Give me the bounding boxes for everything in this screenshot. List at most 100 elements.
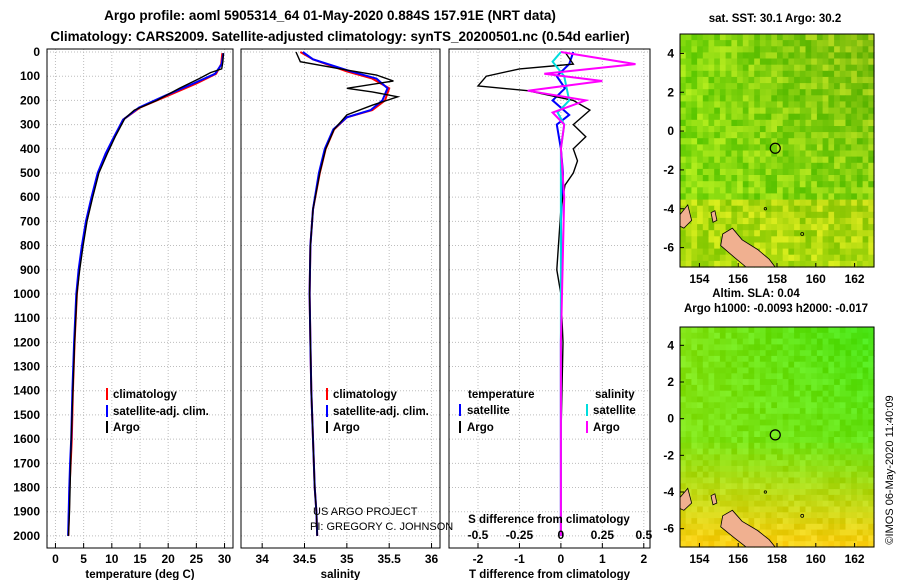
- sst-map-cell: [771, 187, 778, 194]
- sla-map-cell: [816, 512, 824, 519]
- sst-map-cell: [868, 46, 875, 53]
- sla-map-cell: [708, 506, 715, 513]
- sst-map-cell: [737, 144, 744, 152]
- sla-map-cell: [742, 373, 750, 380]
- sla-map-cell: [765, 344, 772, 351]
- sla-map-cell: [805, 529, 812, 536]
- sla-map-cell: [737, 512, 744, 519]
- sla-map-cell: [685, 390, 692, 398]
- sla-map-cell: [834, 471, 841, 479]
- sla-map-cell: [748, 460, 755, 467]
- sla-map-cell: [862, 518, 869, 525]
- sst-map-cell: [788, 187, 795, 194]
- sla-map-cell: [719, 483, 727, 490]
- sst-map-cell: [788, 95, 795, 102]
- sst-map-cell: [782, 230, 789, 237]
- depth-tick-label: 1000: [13, 287, 40, 301]
- sla-map-cell: [816, 477, 824, 484]
- sst-map-cell: [828, 101, 835, 109]
- sla-map-cell: [697, 483, 704, 490]
- sla-map-cell: [714, 518, 721, 525]
- sla-map-cell: [828, 437, 835, 444]
- sla-map-cell: [851, 338, 858, 345]
- sla-map-cell: [799, 437, 807, 444]
- sla-map-cell: [685, 442, 692, 450]
- sst-map-cell: [805, 83, 812, 90]
- sst-map-cell: [754, 70, 761, 78]
- sst-map-cell: [845, 211, 852, 219]
- sla-map-cell: [714, 408, 721, 415]
- sst-map-cell: [839, 248, 847, 256]
- sst-map-cell: [765, 76, 772, 84]
- sla-map-cell: [759, 332, 767, 340]
- sla-map-cell: [856, 512, 864, 519]
- sla-map-cell: [731, 396, 738, 403]
- sla-map-cell: [834, 344, 841, 351]
- sla-map-cell: [725, 332, 732, 340]
- sla-map-cell: [771, 413, 778, 421]
- sla-map-cell: [742, 454, 750, 461]
- sla-map-cell: [788, 483, 795, 490]
- temperature-legend-label: Argo: [113, 422, 140, 434]
- sla-map-cell: [828, 402, 835, 409]
- sla-map-cell: [788, 529, 795, 536]
- sla-map-cell: [782, 396, 789, 403]
- sla-map-cell: [742, 512, 750, 519]
- sst-map-cell: [691, 199, 698, 207]
- salinity-legend-label: Argo: [333, 422, 360, 434]
- sst-map-cell: [708, 162, 715, 170]
- sla-map-cell: [702, 355, 710, 363]
- sla-map-land: [720, 509, 776, 548]
- sst-map-cell: [697, 162, 704, 170]
- sst-map-cell: [862, 113, 869, 121]
- sst-map-cell: [851, 199, 858, 207]
- sla-map-cell: [714, 541, 721, 548]
- sst-map-cell: [794, 236, 801, 243]
- sst-map-cell: [702, 150, 710, 158]
- sst-map-cell: [765, 95, 772, 102]
- sla-map-cell: [834, 338, 841, 345]
- sla-map-cell: [708, 523, 715, 531]
- sst-map-cell: [851, 224, 858, 231]
- sst-map-cell: [811, 205, 818, 213]
- sla-map-cell: [794, 390, 801, 398]
- sla-map-cell: [856, 425, 864, 432]
- sla-map-cell: [708, 477, 715, 484]
- sla-map-cell: [788, 419, 795, 426]
- sla-map-cell: [822, 338, 829, 345]
- sst-map-cell: [742, 224, 750, 231]
- sla-map-cell: [731, 419, 738, 426]
- sst-map-cell: [856, 95, 864, 102]
- sst-map-cell: [868, 181, 875, 188]
- sst-map-cell: [822, 181, 829, 188]
- sst-map-cell: [816, 101, 824, 109]
- sst-map-cell: [680, 168, 687, 176]
- sst-map-ytick-label: 0: [667, 124, 674, 138]
- sst-map-cell: [737, 95, 744, 102]
- sst-map-cell: [719, 248, 727, 256]
- sla-map-cell: [742, 384, 750, 392]
- sst-map-cell: [777, 40, 784, 47]
- sla-map-cell: [680, 518, 687, 525]
- sst-map-cell: [828, 126, 835, 133]
- sla-map-cell: [811, 355, 818, 363]
- sst-map-cell: [742, 64, 750, 72]
- sst-map-cell: [708, 248, 715, 256]
- sla-map-cell: [828, 344, 835, 351]
- sst-map-cell: [748, 76, 755, 84]
- sla-map-xtick-label: 158: [767, 552, 787, 566]
- sla-map-cell: [856, 541, 864, 548]
- sla-map-cell: [828, 489, 835, 496]
- sla-map-cell: [759, 471, 767, 479]
- sla-map-cell: [822, 367, 829, 374]
- sla-map-cell: [691, 379, 698, 386]
- sla-map-cell: [816, 460, 824, 467]
- sst-map-cell: [828, 113, 835, 121]
- sla-map-cell: [788, 518, 795, 525]
- sla-map-cell: [737, 489, 744, 496]
- sla-map-cell: [765, 500, 772, 508]
- sla-map-cell: [828, 460, 835, 467]
- sla-map-cell: [868, 379, 875, 386]
- sst-map-cell: [771, 144, 778, 152]
